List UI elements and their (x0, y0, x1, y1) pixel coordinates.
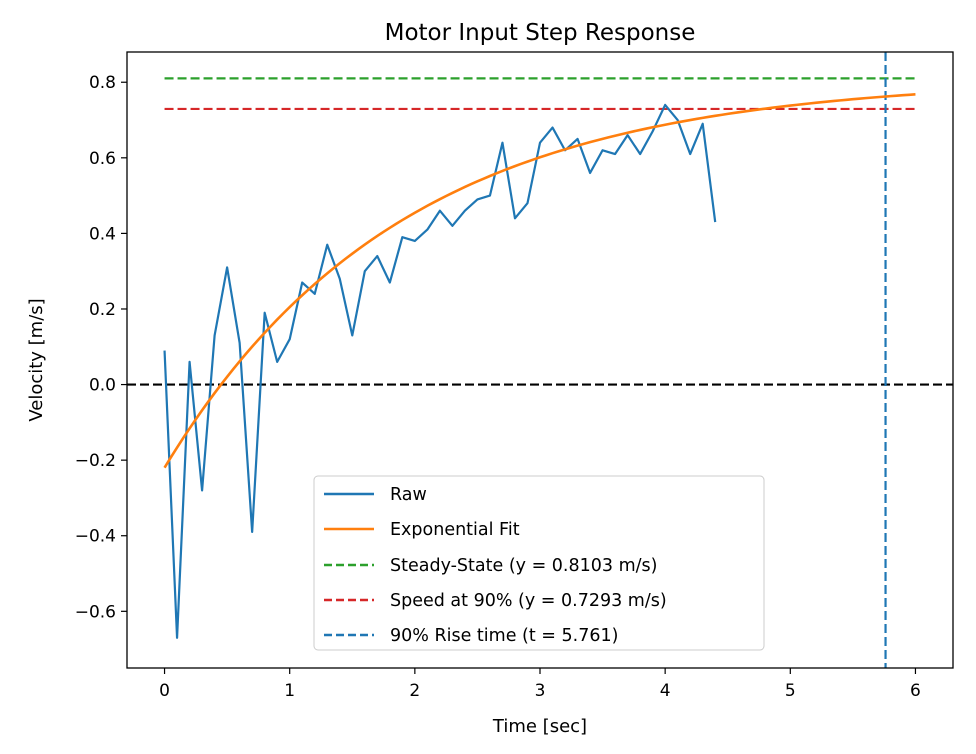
y-tick-label: 0.8 (89, 73, 116, 93)
y-tick-label: −0.4 (75, 527, 116, 547)
x-axis-label: Time [sec] (492, 716, 587, 737)
x-tick-label: 3 (535, 681, 546, 701)
legend-label: Steady-State (y = 0.8103 m/s) (390, 556, 657, 576)
y-tick-label: 0.2 (89, 300, 116, 320)
legend-label: 90% Rise time (t = 5.761) (390, 626, 618, 646)
exponential-fit-line (163, 93, 916, 469)
x-tick-label: 6 (910, 681, 921, 701)
y-axis-label: Velocity [m/s] (26, 298, 47, 421)
legend: Raw Exponential Fit Steady-State (y = 0.81… (313, 475, 765, 651)
legend-entries: Raw Exponential Fit Steady-State (y = 0.81… (324, 485, 667, 646)
chart-title: Motor Input Step Response (385, 20, 696, 46)
plot-marks (127, 52, 953, 668)
legend-label: Raw (390, 485, 427, 505)
x-tick-label: 4 (660, 681, 671, 701)
x-tick-label: 1 (284, 681, 295, 701)
x-tick-label: 2 (409, 681, 420, 701)
y-tick-label: 0.4 (89, 224, 116, 244)
y-axis: −0.6 −0.4 −0.2 0.0 0.2 0.4 0.6 0.8 (75, 73, 127, 622)
y-tick-label: 0.6 (89, 149, 116, 169)
y-tick-label: −0.6 (75, 602, 116, 622)
x-tick-label: 5 (785, 681, 796, 701)
legend-box (313, 475, 765, 651)
legend-label: Exponential Fit (390, 520, 520, 540)
y-tick-label: 0.0 (89, 376, 116, 396)
y-tick-label: −0.2 (75, 451, 116, 471)
x-axis: 0 1 2 3 4 5 6 (159, 668, 921, 701)
plot-area (127, 52, 953, 668)
x-tick-label: 0 (159, 681, 170, 701)
raw-series-line (163, 103, 717, 639)
legend-label: Speed at 90% (y = 0.7293 m/s) (390, 591, 667, 611)
